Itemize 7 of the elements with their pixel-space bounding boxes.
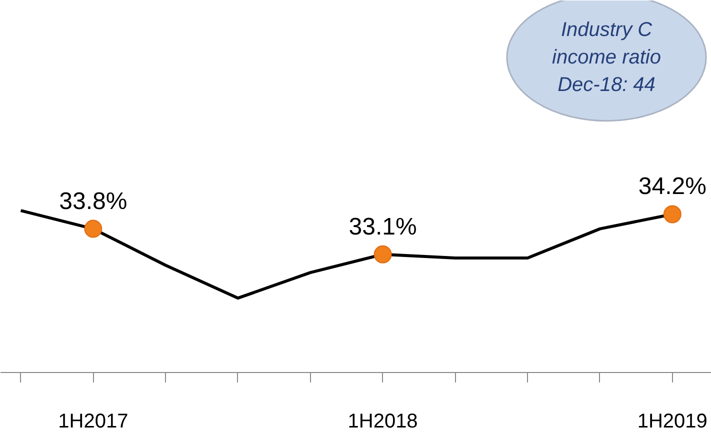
text: Industry C income ratio Dec-18: 44 — [552, 18, 661, 96]
x-tick-label: 1H2017 — [58, 410, 128, 432]
x-tick-label: 1H2018 — [348, 410, 418, 432]
x-tick-label: 1H2019 — [637, 410, 708, 432]
data-label: 33.1% — [348, 213, 417, 240]
data-label: 34.2% — [638, 173, 706, 200]
data-label: 33.8% — [59, 188, 128, 215]
